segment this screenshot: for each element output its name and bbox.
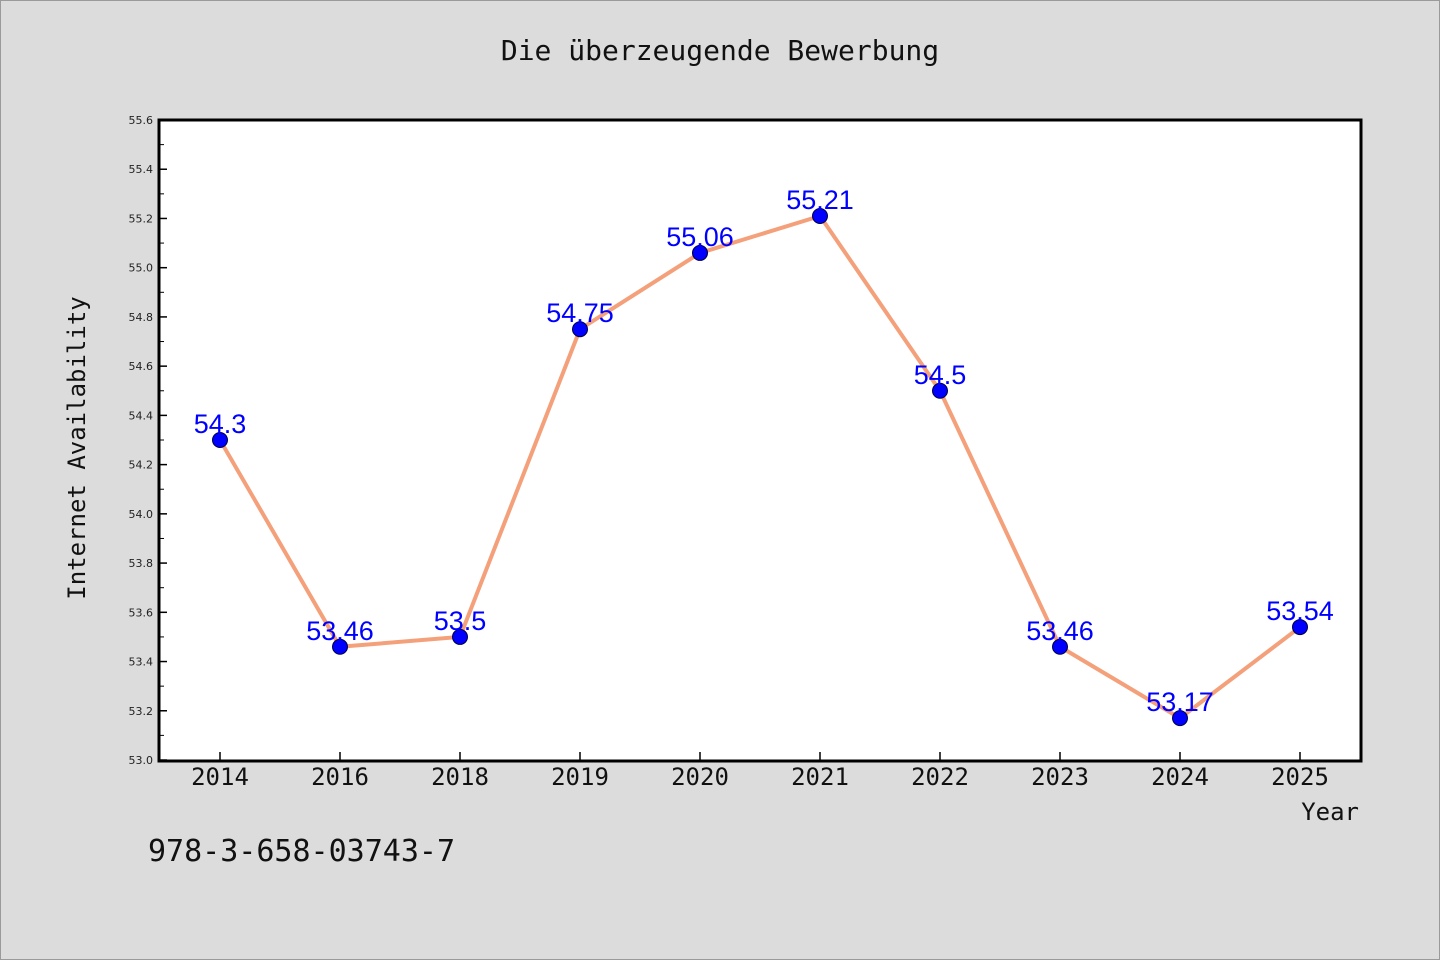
y-tick-label: 55.2 [129, 212, 154, 225]
x-tick-label: 2023 [1031, 763, 1089, 791]
y-tick-label: 54.6 [129, 360, 154, 373]
x-tick-label: 2020 [671, 763, 729, 791]
y-tick-label: 54.0 [129, 508, 154, 521]
x-axis-title: Year [1301, 798, 1359, 826]
x-tick-label: 2024 [1151, 763, 1209, 791]
data-label: 54.3 [194, 409, 247, 439]
isbn-text: 978-3-658-03743-7 [148, 834, 456, 869]
data-point [212, 432, 228, 448]
data-point [452, 628, 468, 645]
x-tick-label: 2016 [311, 763, 369, 791]
data-label: 55.06 [666, 222, 734, 252]
data-point [1172, 710, 1188, 727]
y-tick-label: 53.4 [129, 656, 154, 669]
data-point [692, 244, 708, 261]
data-labels: 54.3 53.46 53.5 54.75 55.06 55.21 54.5 53.46 53.… [194, 185, 1334, 717]
data-point [932, 382, 948, 399]
x-tick-label: 2014 [191, 763, 249, 791]
y-tick-label: 53.6 [129, 606, 154, 619]
data-label: 53.54 [1266, 596, 1334, 626]
y-tick-label: 55.0 [129, 262, 154, 275]
data-point [812, 208, 828, 224]
y-tick-label: 54.4 [129, 409, 154, 422]
data-label: 53.46 [1026, 616, 1094, 646]
x-tick-label: 2019 [551, 763, 609, 791]
data-label: 53.46 [306, 616, 374, 646]
y-tick-label: 54.2 [129, 459, 154, 472]
y-tick-label: 55.6 [129, 114, 154, 127]
x-tick-label: 2021 [791, 763, 849, 791]
x-tick-label: 2025 [1271, 763, 1329, 791]
data-label: 54.5 [914, 360, 967, 390]
y-axis: 53.0 53.2 53.4 53.6 53.8 54.0 54.2 54.4 54.6 54.8… [129, 114, 167, 767]
x-tick-label: 2018 [431, 763, 489, 791]
y-tick-label: 53.8 [129, 557, 154, 570]
data-label: 54.75 [546, 298, 614, 328]
data-label: 55.21 [786, 185, 854, 215]
y-tick-label: 53.0 [129, 754, 154, 767]
chart-title: Die überzeugende Bewerbung [500, 34, 940, 67]
data-point [1292, 619, 1308, 636]
data-point [332, 638, 348, 655]
y-tick-label: 54.8 [129, 311, 154, 324]
series-line [218, 214, 1302, 721]
data-label: 53.5 [434, 606, 487, 636]
y-tick-label: 55.4 [129, 163, 154, 176]
plot-area [157, 118, 1363, 763]
series-markers [212, 208, 1308, 727]
y-tick-label: 53.2 [129, 705, 154, 718]
y-axis-title: Internet Availability [63, 296, 91, 599]
data-point [572, 321, 588, 338]
data-label: 53.17 [1146, 687, 1214, 717]
x-axis: 2014 2016 2018 2019 2020 2021 2022 2023 2024 2025 [191, 752, 1329, 791]
data-point [1052, 638, 1068, 655]
x-tick-label: 2022 [911, 763, 969, 791]
